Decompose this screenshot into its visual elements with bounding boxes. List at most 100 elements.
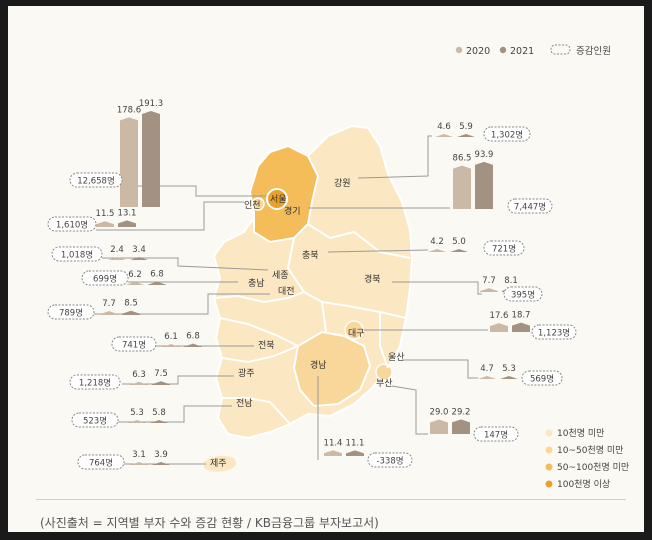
region-16-change-box [367, 452, 413, 468]
region-11-change-box [483, 240, 525, 256]
region-12-name: 경북 [364, 273, 381, 285]
region-5-label-2021: 6.8 [186, 332, 200, 342]
region-8-label-2020: 3.1 [132, 450, 146, 460]
region-13-label-2020: 17.6 [490, 311, 509, 321]
region-10-change-box [507, 198, 553, 214]
region-10-label-2021: 93.9 [475, 150, 494, 160]
bar-groups [96, 111, 530, 465]
legend-2021-swatch [499, 46, 507, 54]
region-11-leader [327, 249, 429, 253]
region-15-leader [391, 385, 428, 435]
region-5-label-2020: 6.1 [164, 332, 178, 342]
legend-tier-2-swatch [545, 463, 553, 471]
region-16-label-2020: 11.4 [324, 438, 343, 448]
region-14-change-value: 569명 [530, 374, 554, 385]
region-2-label-2020: 2.4 [110, 245, 124, 255]
map-incheon [251, 197, 265, 211]
change-boxes: 12,658명 1,610명 1,018명 699명 789명 741명 1,218명 523… [47, 126, 577, 470]
region-12-label-2021: 8.1 [504, 276, 518, 286]
region-2-name: 세종 [272, 270, 289, 281]
region-7-label-2021: 5.8 [152, 408, 166, 418]
region-6-leader [122, 375, 234, 385]
region-8-bar-2021 [152, 462, 170, 465]
region-7-change-value: 523명 [83, 416, 107, 427]
legend-change-label: 증감인원 [576, 45, 611, 57]
region-12-bar-2020 [480, 288, 498, 292]
region-8-name: 제주 [210, 458, 227, 469]
region-16-label-2021: 11.1 [346, 438, 365, 448]
region-12-label-2020: 7.7 [482, 276, 496, 286]
region-6-label-2021: 7.5 [154, 369, 168, 379]
region-6-change-value: 1,218명 [79, 378, 111, 389]
region-9-change-value: 1,302명 [491, 130, 523, 141]
region-6-name: 광주 [238, 367, 255, 379]
region-11-label-2021: 5.0 [452, 237, 466, 247]
region-6-bar-2020 [130, 381, 148, 385]
region-12-change-box [503, 286, 543, 302]
map-jeju [204, 455, 236, 472]
region-13-label-2021: 18.7 [512, 311, 531, 321]
region-2-bar-2020 [108, 257, 126, 260]
region-3-bar-2020 [126, 281, 144, 285]
region-12-leader [392, 281, 482, 295]
region-7-label-2020: 5.3 [130, 408, 144, 418]
map-daegu [344, 320, 364, 340]
region-13-name: 대구 [348, 328, 365, 339]
region-5-change-box [111, 336, 157, 352]
legend-change-swatch [550, 44, 571, 55]
region-13-change-value: 1,123명 [538, 328, 570, 339]
region-6-change-box [69, 374, 121, 390]
region-14-bar-2020 [478, 376, 496, 379]
region-2-change-value: 1,018명 [61, 250, 93, 261]
legend-tiers: 10천명 미만 10~50천명 미만 50~100천명 미만 100천명 이상 [545, 428, 629, 490]
region-4-leader [94, 293, 270, 315]
region-15-bar-2020 [430, 419, 448, 434]
region-2-label-2021: 3.4 [132, 245, 146, 255]
region-11-bar-2021 [450, 249, 468, 252]
region-3-change-box [81, 270, 129, 286]
region-2-change-box [51, 246, 103, 262]
region-10-bar-2021 [475, 161, 493, 209]
map-boundaries [213, 223, 411, 425]
region-6-bar-2021 [152, 381, 170, 385]
region-1-change-box [47, 216, 97, 232]
region-11-name: 충북 [302, 250, 319, 261]
legend-tier-2-label: 50~100천명 미만 [557, 462, 629, 473]
region-0-bar-2020 [120, 117, 138, 207]
region-7-bar-2021 [150, 420, 168, 423]
region-4-bar-2020 [100, 311, 118, 315]
legend-2020-label: 2020 [466, 46, 490, 57]
region-5-bar-2020 [162, 343, 180, 347]
region-1-name: 인천 [244, 200, 261, 211]
region-10-name: 경기 [284, 205, 301, 217]
legend-2020-swatch [455, 46, 463, 54]
legend-tier-0-swatch [545, 429, 553, 437]
region-11-label-2020: 4.2 [430, 237, 444, 247]
region-7-bar-2020 [128, 420, 146, 423]
region-10-label-2020: 86.5 [453, 154, 472, 164]
region-1-leader [96, 201, 244, 231]
legend-top: 2020 2021 증감인원 [455, 44, 611, 57]
region-9-label-2020: 4.6 [437, 122, 451, 132]
region-4-change-value: 789명 [59, 308, 83, 319]
legend-2021-label: 2021 [510, 46, 534, 57]
korea-map [204, 124, 414, 472]
region-1-bar-2020 [96, 221, 114, 227]
region-1-label-2020: 11.5 [96, 209, 115, 219]
legend-tier-1-label: 10~50천명 미만 [557, 445, 623, 456]
region-9-bar-2020 [435, 134, 453, 137]
region-7-name: 전남 [236, 398, 253, 409]
region-0-name: 서울 [270, 194, 287, 205]
region-4-change-box [47, 304, 95, 320]
region-0-label-2020: 178.6 [117, 105, 141, 115]
region-10-bar-2020 [453, 165, 471, 209]
region-3-label-2021: 6.8 [150, 270, 164, 280]
region-16-bar-2020 [324, 450, 342, 456]
region-4-label-2021: 8.5 [124, 299, 138, 309]
region-5-change-value: 741명 [122, 340, 146, 351]
region-9-label-2021: 5.9 [459, 122, 473, 132]
region-8-change-box [77, 454, 125, 470]
